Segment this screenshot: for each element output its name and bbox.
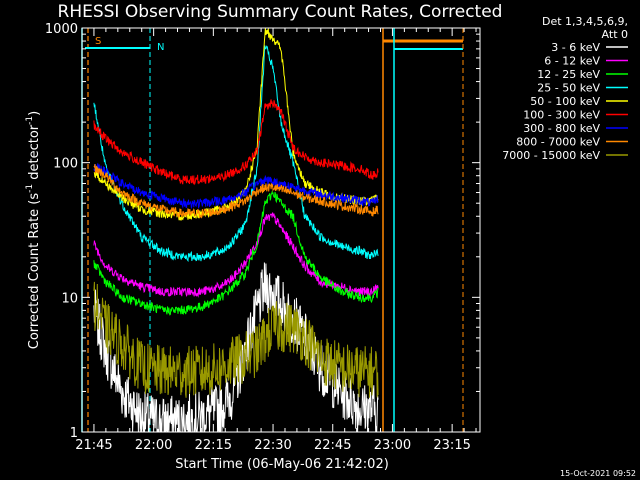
legend-entry-label: 3 - 6 keV: [551, 41, 600, 54]
legend-entry-label: 6 - 12 keV: [544, 55, 600, 68]
y-tick-label: 10: [61, 291, 78, 306]
series-line-5: [93, 99, 379, 186]
y-axis-label-sup1: -1: [25, 184, 35, 193]
legend-entry-label: 300 - 800 keV: [523, 122, 600, 135]
y-tick-label: 100: [53, 157, 78, 172]
axis-layer: 1 10 100 1000 21:45 22:00 22:15 22:30 22:45 23:00…: [45, 22, 480, 453]
annotation-s-label: S: [95, 36, 101, 47]
x-tick-label: 23:00: [374, 438, 411, 453]
y-axis-label-main: Corrected Count Rate (s: [27, 193, 42, 350]
y-axis-label: Corrected Count Rate (s-1 detector-1): [25, 111, 42, 349]
x-tick-label: 22:30: [254, 438, 291, 453]
legend-entry-label: 25 - 50 keV: [537, 82, 600, 95]
x-tick-label: 22:00: [135, 438, 172, 453]
legend-header-line2: Att 0: [602, 28, 628, 41]
x-axis-label: Start Time (06-May-06 21:42:02): [175, 457, 389, 472]
series-layer: [93, 27, 379, 433]
legend-entry-label: 7000 - 15000 keV: [502, 149, 600, 162]
series-line-8: [93, 281, 379, 398]
legend-entry-label: 100 - 300 keV: [523, 109, 600, 122]
y-axis-label-end: ): [27, 111, 42, 116]
y-axis-label-sup2: -1: [25, 116, 35, 125]
legend-header-line1: Det 1,3,4,5,6,9,: [542, 15, 628, 28]
timestamp-footer: 15-Oct-2021 09:52: [560, 469, 636, 478]
series-line-7: [93, 164, 379, 219]
legend-entry-label: 800 - 7000 keV: [516, 136, 600, 149]
plot-frame: [81, 27, 481, 433]
series-line-2: [93, 190, 379, 316]
x-tick-label: 22:45: [314, 438, 351, 453]
chart-title: RHESSI Observing Summary Count Rates, Co…: [58, 2, 503, 22]
series-line-6: [93, 163, 379, 210]
y-axis-label-mid: detector: [27, 124, 42, 184]
legend-entry-label: 50 - 100 keV: [530, 95, 600, 108]
legend-entry-label: 12 - 25 keV: [537, 68, 600, 81]
x-tick-label: 21:45: [75, 438, 112, 453]
annotation-n-label: N: [157, 42, 164, 53]
x-tick-label: 23:15: [433, 438, 470, 453]
x-tick-label: 22:15: [195, 438, 232, 453]
y-tick-label: 1: [70, 426, 78, 441]
series-line-3: [93, 45, 379, 263]
y-tick-label: 1000: [45, 22, 78, 37]
